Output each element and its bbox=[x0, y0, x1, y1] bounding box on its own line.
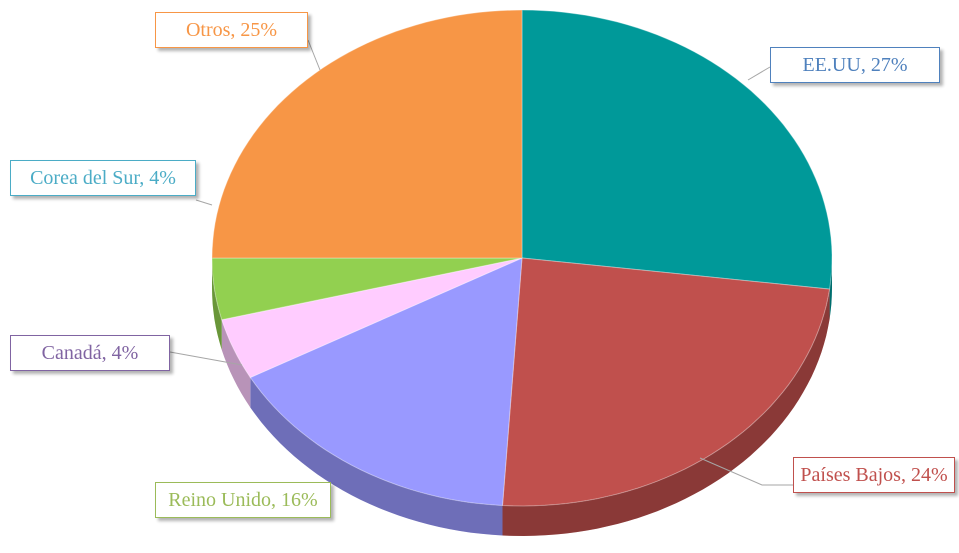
slice bbox=[521, 9, 833, 290]
data-label: EE.UU, 27% bbox=[770, 47, 940, 83]
data-label: Otros, 25% bbox=[155, 12, 308, 48]
data-label: Canadá, 4% bbox=[10, 335, 170, 371]
slice-side-shade bbox=[502, 289, 830, 536]
leader-line bbox=[307, 39, 321, 71]
data-label: Corea del Sur, 4% bbox=[10, 160, 196, 196]
slice-side bbox=[250, 377, 503, 536]
data-label: Países Bajos, 24% bbox=[793, 457, 955, 493]
slice-side-shade bbox=[250, 377, 503, 536]
leader-line bbox=[195, 199, 213, 206]
slice bbox=[211, 9, 523, 259]
leader-line bbox=[747, 66, 771, 81]
slice bbox=[211, 257, 523, 321]
slice bbox=[249, 257, 523, 507]
slice-side-shade bbox=[829, 258, 832, 320]
slice-side-shade bbox=[212, 258, 222, 350]
data-label: Reino Unido, 16% bbox=[155, 482, 331, 518]
slice-side bbox=[502, 289, 830, 536]
slice-side bbox=[212, 258, 222, 350]
slice-side bbox=[829, 258, 832, 320]
leader-line bbox=[169, 351, 243, 366]
leader-line bbox=[699, 457, 793, 486]
slice bbox=[501, 257, 831, 507]
slice bbox=[221, 257, 523, 379]
